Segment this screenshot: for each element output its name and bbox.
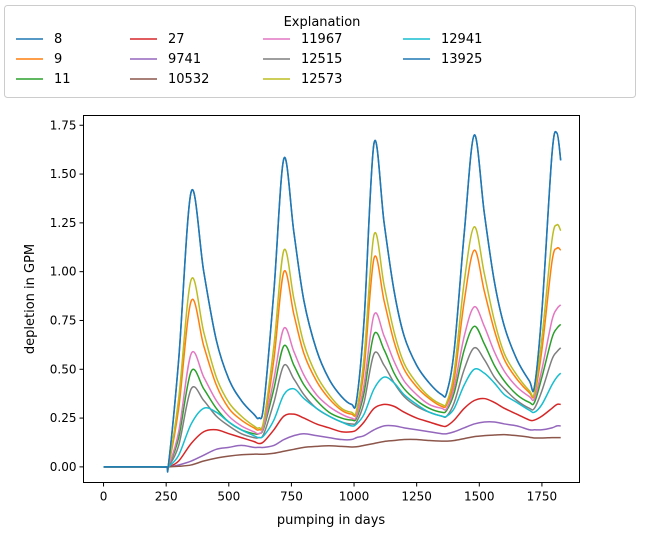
legend-label-12515: 12515: [301, 52, 342, 67]
legend-title: Explanation: [284, 15, 361, 30]
series-line-8: [103, 130, 562, 473]
legend-label-12941: 12941: [441, 32, 482, 47]
legend-label-11: 11: [54, 72, 71, 87]
series-line-10532: [103, 433, 561, 468]
x-tick-label: 1750: [527, 490, 558, 504]
y-tick-label: 1.75: [50, 118, 77, 132]
legend-label-10532: 10532: [168, 72, 209, 87]
series-line-12573: [103, 223, 562, 472]
y-tick-label: 1.50: [50, 167, 77, 181]
series-layer: [103, 130, 562, 473]
x-tick-label: 1250: [401, 490, 432, 504]
y-tick-label: 0.25: [50, 411, 77, 425]
y-axis-ticks: 0.00 0.25 0.50 0.75 1.00 1.25 1.50 1.75: [50, 118, 84, 474]
legend-label-9741: 9741: [168, 52, 201, 67]
legend-entries: 8 9 11 27 9741 10532 11967 12515 12573 12941 13925: [16, 32, 482, 87]
legend-label-9: 9: [54, 52, 62, 67]
legend-label-13925: 13925: [441, 52, 482, 67]
legend-frame: [4, 5, 636, 98]
y-tick-label: 1.00: [50, 265, 77, 279]
series-line-11967: [103, 304, 562, 470]
series-line-13925: [103, 130, 562, 473]
series-line-27: [103, 397, 561, 469]
x-tick-label: 500: [217, 490, 240, 504]
legend-label-27: 27: [168, 32, 185, 47]
y-tick-label: 1.25: [50, 216, 77, 230]
x-tick-label: 250: [155, 490, 178, 504]
x-tick-label: 1000: [339, 490, 370, 504]
plot-area: 0 250 500 750 1000 1250 1500 1750 0.000.250.500…: [50, 115, 580, 504]
series-line-11: [103, 323, 562, 470]
series-line-12515: [103, 346, 562, 469]
legend-label-11967: 11967: [301, 32, 342, 47]
y-tick-label: 0.50: [50, 362, 77, 376]
axes-frame: [83, 115, 580, 483]
x-tick-label: 0: [100, 490, 108, 504]
series-line-12941: [103, 367, 562, 469]
series-line-9741: [103, 420, 561, 468]
legend-label-8: 8: [54, 32, 62, 47]
x-axis-label: pumping in days: [277, 513, 386, 528]
legend: Explanation 8 9 11 27 9741 10532 11967 12515 125…: [4, 5, 636, 98]
x-axis-ticks: 0 250 500 750 1000 1250 1500 1750: [100, 482, 558, 504]
y-axis-label: depletion in GPM: [23, 244, 38, 354]
legend-label-12573: 12573: [301, 72, 342, 87]
y-tick-label: 0.75: [50, 313, 77, 327]
x-tick-label: 750: [280, 490, 303, 504]
y-tick-label: 0.00: [50, 460, 77, 474]
x-tick-label: 1500: [464, 490, 495, 504]
